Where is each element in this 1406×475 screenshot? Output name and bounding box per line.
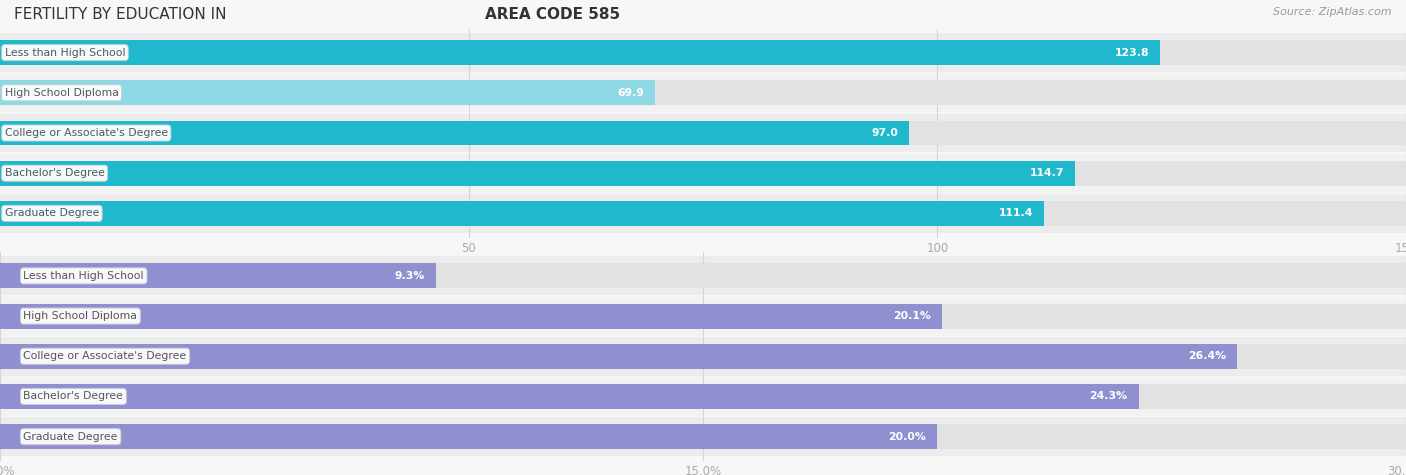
Text: High School Diploma: High School Diploma [4,88,118,98]
Text: 26.4%: 26.4% [1188,351,1226,361]
Bar [0,194,1406,233]
Text: College or Associate's Degree: College or Associate's Degree [24,351,187,361]
Text: 114.7: 114.7 [1029,168,1064,178]
Bar [0,304,1406,329]
Bar [0,114,1406,152]
Bar [0,80,655,105]
Text: 24.3%: 24.3% [1090,391,1128,401]
Bar [0,161,1076,186]
Bar [0,304,942,329]
Text: Less than High School: Less than High School [4,48,125,57]
Text: Bachelor's Degree: Bachelor's Degree [4,168,104,178]
Bar [0,377,1406,416]
Text: Graduate Degree: Graduate Degree [24,432,118,442]
Text: 20.1%: 20.1% [893,311,931,321]
Bar [0,201,1406,226]
Bar [0,121,910,145]
Bar [0,80,1406,105]
Text: Bachelor's Degree: Bachelor's Degree [24,391,124,401]
Bar [0,424,938,449]
Bar [0,73,1406,112]
Text: Graduate Degree: Graduate Degree [4,209,98,218]
Bar [0,384,1406,409]
Bar [0,40,1160,65]
Text: 123.8: 123.8 [1115,48,1149,57]
Bar [0,296,1406,335]
Bar [0,417,1406,456]
Text: AREA CODE 585: AREA CODE 585 [485,7,620,22]
Text: College or Associate's Degree: College or Associate's Degree [4,128,167,138]
Bar [0,40,1406,65]
Bar [0,33,1406,72]
Bar [0,121,1406,145]
Text: High School Diploma: High School Diploma [24,311,138,321]
Text: Less than High School: Less than High School [24,271,143,281]
Bar [0,384,1139,409]
Text: 20.0%: 20.0% [889,432,927,442]
Text: 97.0: 97.0 [872,128,898,138]
Text: FERTILITY BY EDUCATION IN: FERTILITY BY EDUCATION IN [14,7,232,22]
Text: 111.4: 111.4 [998,209,1033,218]
Bar [0,256,1406,295]
Bar [0,344,1237,369]
Text: 9.3%: 9.3% [394,271,425,281]
Bar [0,264,1406,288]
Bar [0,344,1406,369]
Bar [0,264,436,288]
Bar [0,201,1045,226]
Text: 69.9: 69.9 [617,88,644,98]
Bar [0,161,1406,186]
Bar [0,154,1406,193]
Bar [0,424,1406,449]
Text: Source: ZipAtlas.com: Source: ZipAtlas.com [1274,7,1392,17]
Bar [0,337,1406,376]
